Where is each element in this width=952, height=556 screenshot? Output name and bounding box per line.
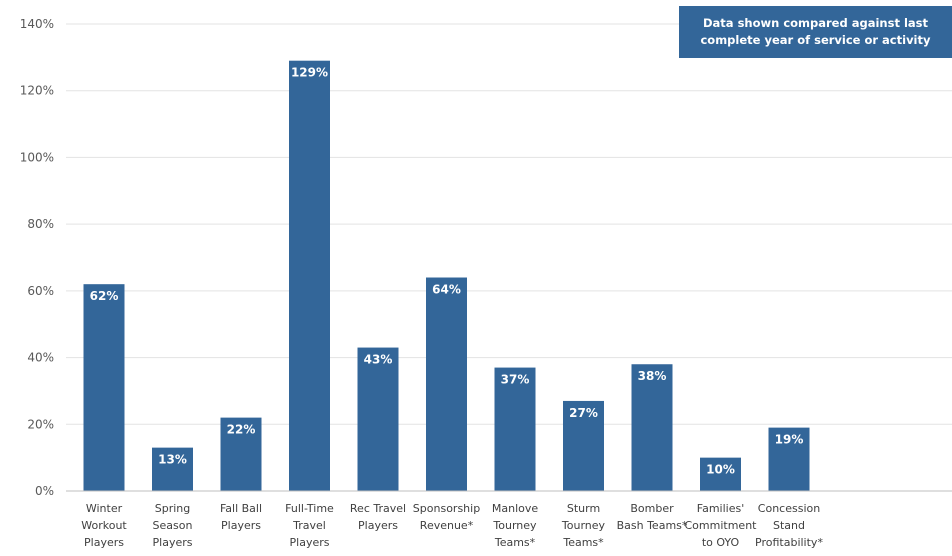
y-axis-tick-labels: 0% 20% 40% 60% 80% 100% 120% 140% (20, 17, 54, 498)
data-label: 27% (569, 406, 598, 420)
x-category-label: Spring Season Players (153, 502, 193, 549)
data-label: 62% (90, 289, 119, 303)
bar (563, 400, 604, 491)
x-axis-category-labels: Winter Workout Players Spring Season Players F… (81, 502, 823, 549)
x-category-label: Full-Time Travel Players (285, 502, 334, 549)
x-category-label: Sturm Tourney Teams* (561, 502, 606, 549)
y-tick-label: 40% (27, 351, 54, 365)
bar (426, 277, 467, 491)
bar (220, 417, 262, 491)
x-category-label: Families' Commitment to OYO (685, 502, 758, 549)
x-category-label: Fall Ball Players (220, 502, 262, 532)
x-category-label: Concession Stand Profitability* (755, 502, 823, 549)
data-labels: 62% 13% 22% 129% 43% 64% 37% 27% 38% 10% 19% (90, 66, 804, 477)
x-category-label: Sponsorship Revenue* (413, 502, 480, 532)
bar (700, 457, 741, 491)
data-label: 38% (638, 369, 667, 383)
y-tick-label: 140% (20, 17, 54, 31)
bars (83, 60, 810, 491)
bar (357, 347, 399, 491)
bar (768, 427, 810, 491)
data-label: 64% (432, 283, 461, 297)
gridlines (66, 23, 952, 425)
y-tick-label: 20% (27, 417, 54, 431)
annotation-line-2: complete year of service or activity (700, 33, 931, 47)
annotation-box: Data shown compared against last complet… (679, 6, 952, 58)
bar (631, 364, 673, 491)
data-label: 10% (706, 463, 735, 477)
y-tick-label: 100% (20, 150, 54, 164)
y-tick-label: 80% (27, 217, 54, 231)
annotation-line-1: Data shown compared against last (703, 16, 928, 30)
x-category-label: Bomber Bash Teams* (617, 502, 688, 532)
y-tick-label: 60% (27, 284, 54, 298)
bar (494, 367, 536, 491)
y-tick-label: 0% (35, 484, 54, 498)
data-label: 22% (227, 423, 256, 437)
data-label: 43% (364, 353, 393, 367)
x-category-label: Manlove Tourney Teams* (492, 502, 538, 549)
x-category-label: Winter Workout Players (81, 502, 127, 549)
data-label: 129% (291, 66, 328, 80)
data-label: 13% (158, 453, 187, 467)
x-category-label: Rec Travel Players (350, 502, 406, 532)
y-tick-label: 120% (20, 84, 54, 98)
bar (152, 447, 193, 491)
bar (83, 284, 125, 491)
data-label: 37% (501, 373, 530, 387)
bar (289, 60, 330, 491)
data-label: 19% (775, 433, 804, 447)
